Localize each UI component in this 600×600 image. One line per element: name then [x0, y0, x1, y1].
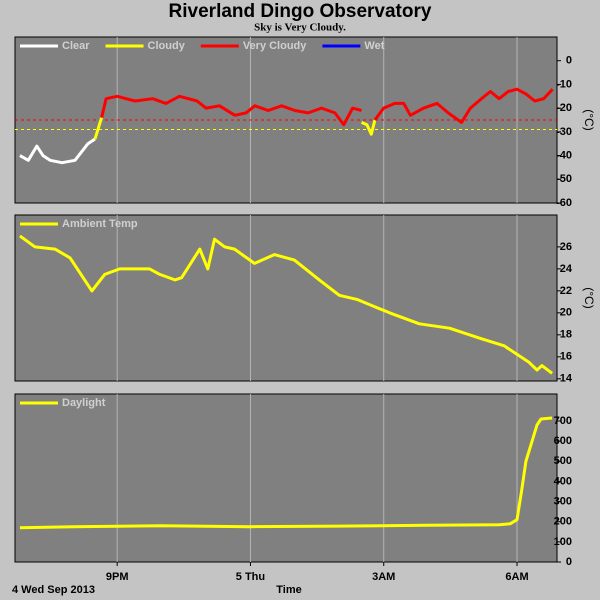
legend-label: Cloudy: [148, 40, 186, 52]
y-tick-label: 14: [560, 373, 573, 385]
x-tick-label: 5 Thu: [236, 571, 265, 583]
y-tick-label: -10: [556, 78, 572, 90]
y-tick-label: 500: [554, 455, 572, 467]
data-line: [19, 137, 96, 165]
y-tick-label: 26: [560, 241, 572, 253]
plot-area: [14, 393, 558, 563]
y-tick-label: -30: [556, 126, 572, 138]
legend-label: Very Cloudy: [243, 40, 307, 52]
chart-subtitle: Sky is Very Cloudy.: [254, 22, 346, 34]
data-line: [100, 87, 554, 127]
date-label: 4 Wed Sep 2013: [12, 584, 95, 596]
x-tick-label: 9PM: [106, 571, 129, 583]
data-line: [19, 416, 553, 530]
y-tick-label: 200: [554, 516, 572, 528]
y-tick-label: 22: [560, 285, 572, 297]
y-axis-label: (°C): [582, 109, 596, 130]
y-tick-label: 0: [566, 556, 572, 568]
y-axis-label: (°C): [582, 287, 596, 308]
y-tick-label: 300: [554, 495, 572, 507]
legend-label: Clear: [62, 40, 90, 52]
y-tick-label: -20: [556, 102, 572, 114]
y-tick-label: 16: [560, 351, 572, 363]
y-tick-label: -50: [556, 173, 572, 185]
y-tick-label: 24: [560, 263, 573, 275]
legend-label: Daylight: [62, 397, 106, 409]
legend-label: Wet: [364, 40, 384, 52]
y-tick-label: 700: [554, 415, 572, 427]
legend-label: Ambient Temp: [62, 218, 138, 230]
chart-title: Riverland Dingo Observatory: [169, 1, 432, 22]
data-line: [19, 234, 554, 375]
y-tick-label: 600: [554, 435, 572, 447]
data-line: [93, 117, 377, 140]
x-axis-label: Time: [276, 584, 301, 596]
y-tick-label: -60: [556, 197, 572, 209]
y-tick-label: 400: [554, 475, 572, 487]
y-tick-label: 100: [554, 536, 572, 548]
x-tick-label: 3AM: [372, 571, 395, 583]
y-tick-label: 18: [560, 329, 572, 341]
plot-area: [14, 214, 558, 382]
y-tick-label: -40: [556, 149, 572, 161]
x-tick-label: 6AM: [505, 571, 528, 583]
y-tick-label: 20: [560, 307, 572, 319]
y-tick-label: 0: [566, 55, 572, 67]
